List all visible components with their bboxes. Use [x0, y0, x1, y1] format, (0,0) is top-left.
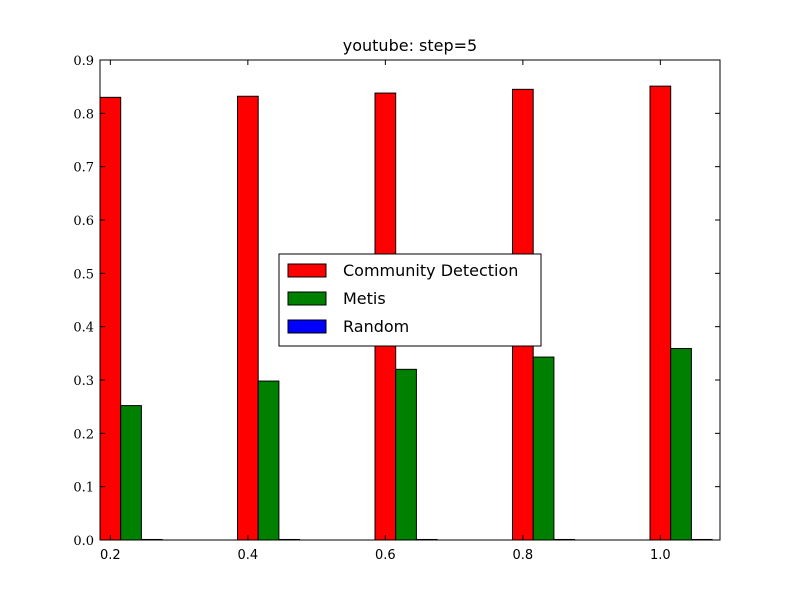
y-tick-label: 0.3 — [73, 374, 94, 389]
bar-community-detection-1.0 — [649, 85, 672, 541]
x-axis: 0.2 0.4 0.6 0.8 1.0 — [100, 60, 671, 563]
bar-metis-1.0 — [670, 348, 692, 541]
legend-label-community-detection: Community Detection — [343, 261, 518, 280]
y-tick-label: 0.7 — [73, 161, 94, 176]
legend-swatch-metis — [287, 291, 327, 306]
y-tick-label: 0.6 — [73, 214, 94, 229]
legend-swatch-random — [287, 319, 327, 334]
legend-swatch-community-detection — [287, 263, 327, 278]
bar-community-detection-0.2 — [99, 96, 122, 541]
legend-label-random: Random — [343, 317, 409, 336]
chart-title: youtube: step=5 — [343, 36, 477, 55]
x-tick-label: 0.4 — [238, 548, 259, 563]
x-tick-label: 0.8 — [513, 548, 534, 563]
bar-metis-0.8 — [532, 356, 555, 541]
bar-metis-0.4 — [257, 380, 280, 541]
legend-label-metis: Metis — [343, 289, 386, 308]
legend: Community Detection Metis Random — [278, 253, 542, 347]
y-tick-label: 0.5 — [73, 267, 94, 282]
x-tick-label: 1.0 — [650, 548, 671, 563]
y-tick-label: 0.0 — [73, 534, 94, 549]
y-tick-label: 0.2 — [73, 427, 94, 442]
y-axis: 0.0 0.1 0.2 0.3 0.4 0.5 0.6 0.7 0.8 0.9 — [73, 54, 720, 549]
bar-metis-0.6 — [395, 368, 417, 541]
bar-metis-0.2 — [120, 405, 142, 541]
y-tick-label: 0.8 — [73, 107, 94, 122]
x-tick-label: 0.2 — [100, 548, 121, 563]
y-tick-label: 0.4 — [73, 321, 94, 336]
x-tick-label: 0.6 — [375, 548, 396, 563]
y-tick-label: 0.9 — [73, 54, 94, 69]
bar-community-detection-0.4 — [237, 95, 259, 541]
y-tick-label: 0.1 — [73, 481, 94, 496]
plot-frame — [99, 59, 721, 541]
